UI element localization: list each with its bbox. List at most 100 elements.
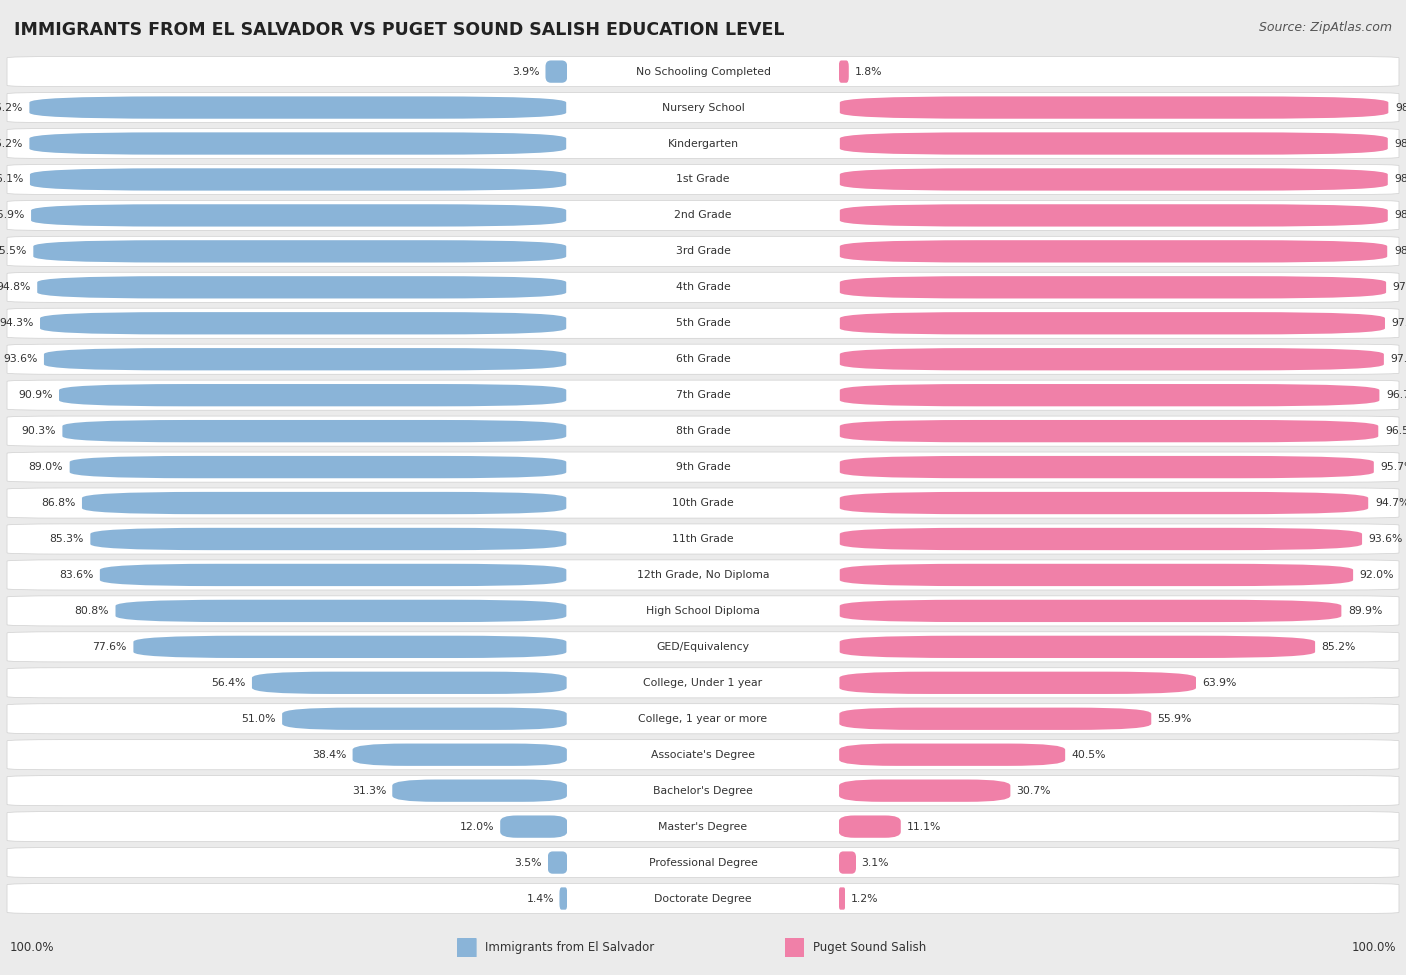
FancyBboxPatch shape (82, 491, 567, 514)
FancyBboxPatch shape (7, 380, 1399, 410)
Text: 51.0%: 51.0% (242, 714, 276, 723)
Text: 30.7%: 30.7% (1017, 786, 1050, 796)
Text: 40.5%: 40.5% (1071, 750, 1105, 760)
Text: 96.7%: 96.7% (1386, 390, 1406, 400)
FancyBboxPatch shape (501, 815, 567, 838)
FancyBboxPatch shape (7, 847, 1399, 878)
Text: 95.7%: 95.7% (1381, 462, 1406, 472)
Text: 98.2%: 98.2% (1395, 138, 1406, 148)
Text: 94.3%: 94.3% (0, 318, 34, 329)
Text: 1st Grade: 1st Grade (676, 175, 730, 184)
FancyBboxPatch shape (546, 60, 567, 83)
FancyBboxPatch shape (839, 600, 1341, 622)
FancyBboxPatch shape (839, 133, 1388, 155)
FancyBboxPatch shape (7, 201, 1399, 230)
Text: 63.9%: 63.9% (1202, 678, 1237, 687)
Text: 86.8%: 86.8% (41, 498, 76, 508)
Text: 96.2%: 96.2% (0, 138, 22, 148)
FancyBboxPatch shape (839, 672, 1197, 694)
FancyBboxPatch shape (62, 420, 567, 443)
Text: 89.0%: 89.0% (28, 462, 63, 472)
FancyBboxPatch shape (30, 97, 567, 119)
FancyBboxPatch shape (7, 488, 1399, 518)
FancyBboxPatch shape (7, 811, 1399, 841)
FancyBboxPatch shape (839, 527, 1362, 550)
Text: 85.3%: 85.3% (49, 534, 84, 544)
FancyBboxPatch shape (37, 276, 567, 298)
FancyBboxPatch shape (548, 851, 567, 874)
FancyBboxPatch shape (839, 204, 1388, 226)
Text: 1.2%: 1.2% (851, 893, 879, 904)
Text: 7th Grade: 7th Grade (676, 390, 730, 400)
Text: 1.4%: 1.4% (526, 893, 554, 904)
Text: Associate's Degree: Associate's Degree (651, 750, 755, 760)
FancyBboxPatch shape (839, 456, 1374, 479)
Text: 3.5%: 3.5% (515, 858, 543, 868)
Text: 98.3%: 98.3% (1395, 102, 1406, 112)
Text: IMMIGRANTS FROM EL SALVADOR VS PUGET SOUND SALISH EDUCATION LEVEL: IMMIGRANTS FROM EL SALVADOR VS PUGET SOU… (14, 21, 785, 39)
FancyBboxPatch shape (100, 564, 567, 586)
FancyBboxPatch shape (839, 564, 1353, 586)
FancyBboxPatch shape (839, 312, 1385, 334)
Text: College, Under 1 year: College, Under 1 year (644, 678, 762, 687)
FancyBboxPatch shape (7, 632, 1399, 662)
FancyBboxPatch shape (839, 60, 849, 83)
Text: Professional Degree: Professional Degree (648, 858, 758, 868)
FancyBboxPatch shape (7, 776, 1399, 805)
FancyBboxPatch shape (7, 596, 1399, 626)
Text: 97.7%: 97.7% (1392, 318, 1406, 329)
FancyBboxPatch shape (839, 708, 1152, 730)
FancyBboxPatch shape (839, 887, 845, 910)
Text: 90.9%: 90.9% (18, 390, 52, 400)
FancyBboxPatch shape (839, 420, 1378, 443)
FancyBboxPatch shape (59, 384, 567, 407)
Text: 38.4%: 38.4% (312, 750, 346, 760)
FancyBboxPatch shape (392, 779, 567, 801)
FancyBboxPatch shape (44, 348, 567, 370)
Text: 80.8%: 80.8% (75, 605, 110, 616)
Text: No Schooling Completed: No Schooling Completed (636, 66, 770, 77)
FancyBboxPatch shape (7, 524, 1399, 554)
Text: 5th Grade: 5th Grade (676, 318, 730, 329)
FancyBboxPatch shape (839, 384, 1379, 407)
Text: Doctorate Degree: Doctorate Degree (654, 893, 752, 904)
FancyBboxPatch shape (353, 744, 567, 766)
FancyBboxPatch shape (785, 938, 804, 957)
FancyBboxPatch shape (839, 348, 1384, 370)
FancyBboxPatch shape (7, 236, 1399, 266)
FancyBboxPatch shape (839, 240, 1388, 262)
FancyBboxPatch shape (7, 308, 1399, 338)
FancyBboxPatch shape (839, 851, 856, 874)
Text: GED/Equivalency: GED/Equivalency (657, 642, 749, 652)
FancyBboxPatch shape (30, 133, 567, 155)
Text: Master's Degree: Master's Degree (658, 822, 748, 832)
Text: 100.0%: 100.0% (1351, 941, 1396, 955)
FancyBboxPatch shape (7, 272, 1399, 302)
Text: 83.6%: 83.6% (59, 570, 93, 580)
Text: 98.2%: 98.2% (1395, 211, 1406, 220)
FancyBboxPatch shape (839, 169, 1388, 191)
Text: 11.1%: 11.1% (907, 822, 941, 832)
Text: 92.0%: 92.0% (1360, 570, 1395, 580)
FancyBboxPatch shape (39, 312, 567, 334)
Text: 3.1%: 3.1% (862, 858, 889, 868)
FancyBboxPatch shape (7, 883, 1399, 914)
Text: Bachelor's Degree: Bachelor's Degree (652, 786, 754, 796)
Text: 96.5%: 96.5% (1385, 426, 1406, 436)
FancyBboxPatch shape (457, 938, 477, 957)
Text: Puget Sound Salish: Puget Sound Salish (813, 941, 927, 955)
FancyBboxPatch shape (839, 636, 1315, 658)
Text: 12th Grade, No Diploma: 12th Grade, No Diploma (637, 570, 769, 580)
FancyBboxPatch shape (7, 93, 1399, 123)
Text: College, 1 year or more: College, 1 year or more (638, 714, 768, 723)
FancyBboxPatch shape (134, 636, 567, 658)
FancyBboxPatch shape (7, 165, 1399, 195)
Text: 89.9%: 89.9% (1348, 605, 1382, 616)
FancyBboxPatch shape (90, 527, 567, 550)
Text: 2nd Grade: 2nd Grade (675, 211, 731, 220)
Text: 97.9%: 97.9% (1393, 283, 1406, 292)
Text: 94.7%: 94.7% (1375, 498, 1406, 508)
Text: 4th Grade: 4th Grade (676, 283, 730, 292)
Text: 94.8%: 94.8% (0, 283, 31, 292)
FancyBboxPatch shape (7, 668, 1399, 698)
